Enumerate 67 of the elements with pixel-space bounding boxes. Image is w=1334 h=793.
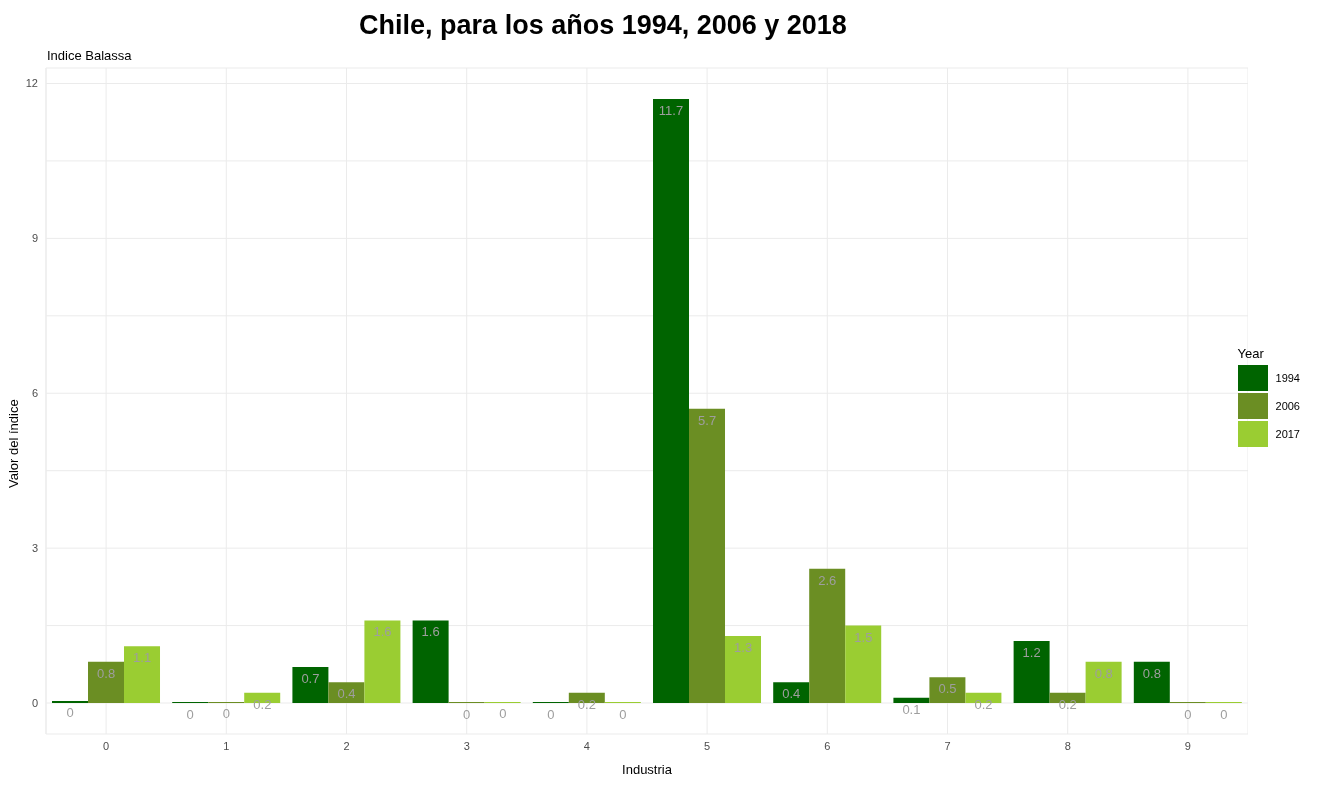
data-label: 0 [619,707,627,723]
data-label: 0 [547,707,555,723]
data-label: 0.8 [1142,665,1161,681]
data-label: 0.7 [301,670,320,686]
x-tick-label: 9 [1184,739,1191,752]
bar [328,682,365,704]
bar [773,682,810,704]
bar [653,98,690,704]
x-tick-label: 7 [944,739,951,752]
bar [893,697,930,704]
bar [52,700,89,704]
data-label: 5.7 [698,412,717,428]
y-tick-label: 0 [31,696,38,709]
data-label: 0.5 [938,681,957,697]
bar [725,635,762,704]
y-tick-label: 9 [31,232,38,245]
x-tick-label: 3 [463,739,470,752]
data-label: 0 [1184,707,1192,723]
data-label: 1.1 [133,650,152,666]
x-tick-label: 0 [103,739,110,752]
bar [809,568,846,704]
data-label: 0 [222,705,230,721]
legend-label: 1994 [1275,372,1300,384]
x-tick-label: 4 [583,739,590,752]
bar [412,620,449,704]
chart-subtitle: Indice Balassa [47,48,132,63]
legend-label: 2006 [1275,400,1300,412]
bar [364,620,401,704]
bar [124,646,161,704]
data-label: 0 [186,707,194,723]
data-label: 0 [1220,707,1228,723]
y-tick-label: 12 [25,77,38,90]
data-label: 0.4 [337,686,356,702]
bar [689,408,726,704]
data-label: 0.4 [782,686,801,702]
bar [929,677,966,704]
bar [845,625,882,704]
y-axis-title: Valor del índice [6,399,21,488]
data-label: 1.6 [373,624,392,640]
x-axis-title: Industria [622,762,673,777]
data-label: 0 [66,704,74,720]
data-label: 0 [499,705,507,721]
x-tick-label: 1 [223,739,230,752]
data-label: 1.6 [421,624,440,640]
bar [1133,661,1170,704]
data-label: 11.7 [658,102,684,118]
x-tick-label: 2 [343,739,350,752]
data-label: 0 [463,707,471,723]
chart-title: Chile, para los años 1994, 2006 y 2018 [358,10,848,41]
y-tick-label: 3 [31,542,38,555]
data-label: 0.8 [1094,665,1113,681]
x-tick-label: 6 [824,739,831,752]
legend-label: 2017 [1275,428,1300,440]
data-label: 1.2 [1022,645,1041,661]
legend-title: Year [1237,346,1265,361]
data-label: 1.5 [854,629,873,645]
data-label: 0.8 [97,665,116,681]
x-tick-label: 5 [704,739,711,752]
bar [292,666,329,704]
bar [88,661,125,704]
x-tick-label: 8 [1064,739,1071,752]
bar [1085,661,1122,704]
data-label: 1.3 [734,639,753,655]
data-label: 0.1 [902,701,921,717]
y-tick-label: 6 [31,387,38,400]
data-label: 2.6 [818,572,837,588]
bar [1013,641,1050,704]
